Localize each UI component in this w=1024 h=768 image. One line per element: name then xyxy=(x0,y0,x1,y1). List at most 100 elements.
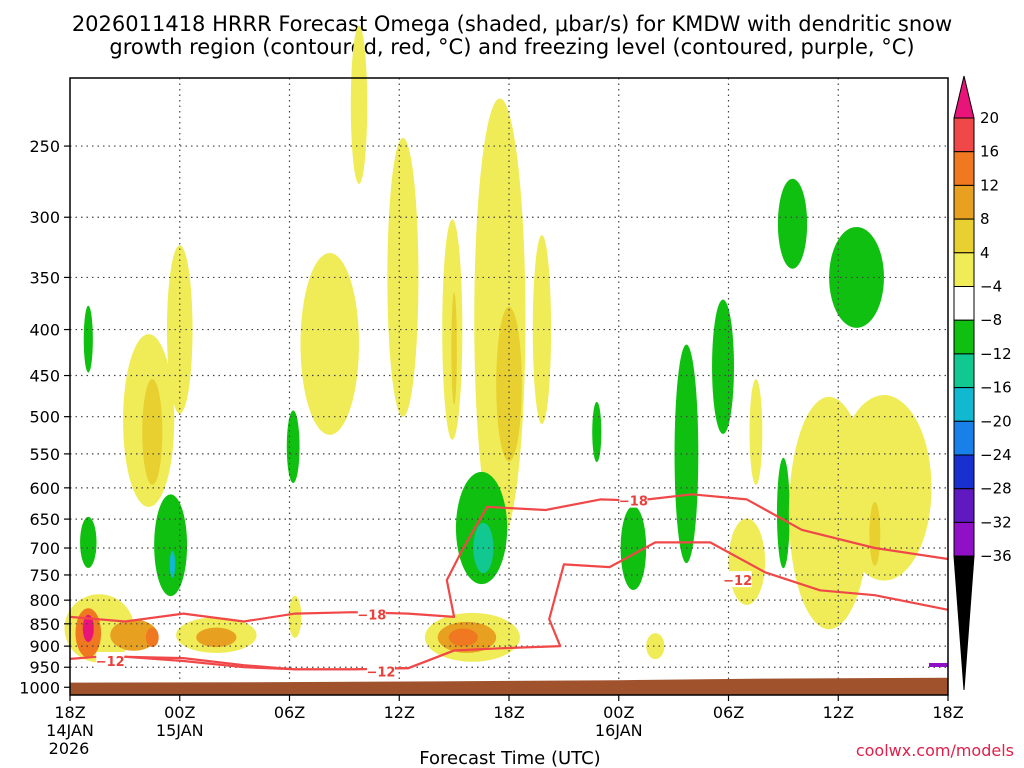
colorbar-bin-0 xyxy=(953,117,975,153)
contour-label-bg-4 xyxy=(723,571,752,588)
y-axis: 250 300 350 400 450 500 550 600 650 700 750 800 850 9… xyxy=(19,137,70,697)
colorbar-label-6: −8 xyxy=(980,311,1002,329)
y-tick-label-7: 600 xyxy=(29,479,60,498)
y-tick-label-6: 550 xyxy=(29,445,60,464)
contour-label-bg-3 xyxy=(619,491,648,508)
terrain-fill xyxy=(70,677,948,695)
y-tick-label-13: 900 xyxy=(29,637,60,656)
plot-area: −12 −18 −12 −18 −12 xyxy=(64,25,949,696)
colorbar-label-5: −4 xyxy=(980,278,1002,296)
temperature-contours: −12 −18 −12 −18 −12 xyxy=(69,491,949,680)
contour-label-bg-1 xyxy=(357,605,386,622)
omega-region-30 xyxy=(646,633,665,660)
colorbar-label-8: −16 xyxy=(980,379,1012,397)
y-tick-label-10: 750 xyxy=(29,566,60,585)
omega-region-4 xyxy=(166,245,193,414)
omega-region-28 xyxy=(836,395,932,581)
colorbar-bin-2 xyxy=(953,184,975,220)
omega-region-21 xyxy=(712,299,734,434)
omega-region-5 xyxy=(154,494,188,597)
x-axis-title: Forecast Time (UTC) xyxy=(419,748,600,768)
colorbar-bin-7 xyxy=(953,353,975,389)
y-tick-label-15: 1000 xyxy=(19,678,60,697)
colorbar-bin-5 xyxy=(953,286,975,321)
colorbar-label-11: −28 xyxy=(980,480,1012,498)
contour-label-bg-0 xyxy=(96,652,125,669)
omega-region-3 xyxy=(142,379,163,485)
y-tick-label-14: 950 xyxy=(29,658,60,677)
omega-region-22 xyxy=(749,379,763,485)
x-tick-label-2: 06Z xyxy=(274,703,305,722)
colorbar-bin-8 xyxy=(953,387,975,422)
contour-label-3: −18 xyxy=(619,495,648,510)
omega-region-41 xyxy=(448,628,478,647)
contour-label-1: −18 xyxy=(357,609,386,624)
y-tick-label-5: 500 xyxy=(29,408,60,427)
y-tick-label-8: 650 xyxy=(29,510,60,529)
credit-text: coolwx.com/models xyxy=(856,741,1014,760)
omega-region-35 xyxy=(145,627,159,648)
colorbar-label-3: 8 xyxy=(980,210,990,228)
x-tick-date-5: 16JAN xyxy=(595,721,643,740)
title-line-1: 2026011418 HRRR Forecast Omega (shaded, … xyxy=(72,12,952,36)
x-tick-label-3: 12Z xyxy=(384,703,415,722)
contour-line-1 xyxy=(69,541,949,671)
x-tick-year-0: 2026 xyxy=(49,739,90,758)
colorbar-label-13: −36 xyxy=(980,547,1012,565)
x-tick-date-1: 15JAN xyxy=(156,721,204,740)
contour-line-2 xyxy=(124,649,455,671)
colorbar-bin-10 xyxy=(953,454,975,490)
y-tick-label-9: 700 xyxy=(29,539,60,558)
colorbar-bin-12 xyxy=(953,521,975,557)
colorbar-bin-6 xyxy=(953,319,975,355)
x-tick-label-5: 00Z xyxy=(603,703,634,722)
x-tick-label-1: 00Z xyxy=(164,703,195,722)
y-tick-label-12: 850 xyxy=(29,615,60,634)
x-tick-label-0: 18Z xyxy=(54,703,85,722)
omega-region-18 xyxy=(592,401,602,463)
contour-label-0: −12 xyxy=(96,655,125,670)
y-tick-label-3: 400 xyxy=(29,321,60,340)
contour-line-0 xyxy=(69,493,949,623)
colorbar-label-10: −24 xyxy=(980,446,1012,464)
y-tick-label-2: 350 xyxy=(29,268,60,287)
y-tick-label-1: 300 xyxy=(29,208,60,227)
colorbar-label-12: −32 xyxy=(980,513,1012,531)
freezing-level-segment xyxy=(929,663,948,667)
colorbar-bin-9 xyxy=(953,420,975,456)
colorbar-bin-3 xyxy=(953,218,975,254)
colorbar-label-0: 20 xyxy=(980,109,999,127)
omega-region-10 xyxy=(387,137,419,417)
omega-region-34 xyxy=(110,619,158,651)
x-tick-label-6: 06Z xyxy=(713,703,744,722)
colorbar-label-9: −20 xyxy=(980,412,1012,430)
y-tick-label-4: 450 xyxy=(29,367,60,386)
colorbar-label-7: −12 xyxy=(980,345,1012,363)
x-tick-label-8: 18Z xyxy=(932,703,963,722)
y-tick-label-0: 250 xyxy=(29,137,60,156)
omega-shading xyxy=(64,25,932,663)
x-tick-label-4: 18Z xyxy=(493,703,524,722)
omega-region-37 xyxy=(196,627,237,648)
colorbar-label-1: 16 xyxy=(980,143,999,161)
contour-label-4: −12 xyxy=(723,574,752,589)
colorbar-bottom-triangle xyxy=(953,555,975,691)
omega-region-33 xyxy=(82,614,94,643)
omega-region-1 xyxy=(80,516,97,568)
colorbar: 20 16 12 8 4 −4 −8 −12 −16 −20 −24 −28 −32 −36 xyxy=(953,75,1012,691)
omega-region-24 xyxy=(776,457,790,569)
omega-region-19 xyxy=(620,506,647,591)
omega-region-6 xyxy=(169,551,176,578)
omega-region-25 xyxy=(777,178,808,269)
omega-region-12 xyxy=(451,292,457,405)
terrain xyxy=(70,663,948,695)
omega-region-9 xyxy=(350,25,368,185)
contour-label-2: −12 xyxy=(366,665,395,680)
omega-region-14 xyxy=(496,306,522,462)
colorbar-bin-11 xyxy=(953,488,975,523)
colorbar-bin-1 xyxy=(953,151,975,186)
omega-region-38 xyxy=(288,595,302,638)
colorbar-bin-4 xyxy=(953,252,975,288)
